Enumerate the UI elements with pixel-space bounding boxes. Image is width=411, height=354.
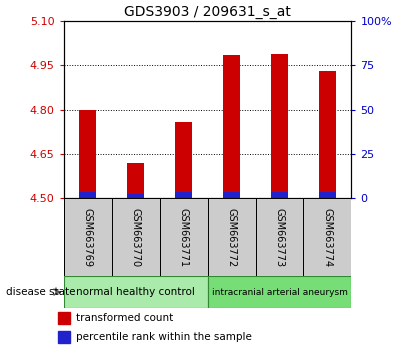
Text: percentile rank within the sample: percentile rank within the sample xyxy=(76,332,252,342)
Bar xyxy=(127,194,144,198)
Text: GSM663769: GSM663769 xyxy=(83,208,92,267)
Bar xyxy=(223,55,240,198)
Bar xyxy=(319,192,336,198)
Bar xyxy=(175,121,192,198)
Bar xyxy=(208,276,351,308)
Bar xyxy=(58,312,70,324)
Text: GSM663770: GSM663770 xyxy=(131,207,141,267)
Title: GDS3903 / 209631_s_at: GDS3903 / 209631_s_at xyxy=(124,5,291,19)
Bar xyxy=(256,198,303,276)
Text: intracranial arterial aneurysm: intracranial arterial aneurysm xyxy=(212,287,347,297)
Text: GSM663774: GSM663774 xyxy=(323,207,332,267)
Bar xyxy=(271,192,288,198)
Text: GSM663772: GSM663772 xyxy=(226,207,236,267)
Bar xyxy=(79,110,96,198)
Text: GSM663771: GSM663771 xyxy=(179,207,189,267)
Bar xyxy=(159,198,208,276)
Bar xyxy=(175,192,192,198)
Bar xyxy=(223,192,240,198)
Bar xyxy=(79,192,96,198)
Bar xyxy=(64,276,208,308)
Text: GSM663773: GSM663773 xyxy=(275,207,284,267)
Text: disease state: disease state xyxy=(6,287,76,297)
Bar xyxy=(208,198,256,276)
Bar xyxy=(58,331,70,343)
Bar xyxy=(271,54,288,198)
Bar xyxy=(303,198,351,276)
Bar xyxy=(64,198,112,276)
Bar xyxy=(127,163,144,198)
Bar xyxy=(319,72,336,198)
Text: transformed count: transformed count xyxy=(76,313,173,323)
Text: normal healthy control: normal healthy control xyxy=(76,287,195,297)
Bar xyxy=(112,198,159,276)
